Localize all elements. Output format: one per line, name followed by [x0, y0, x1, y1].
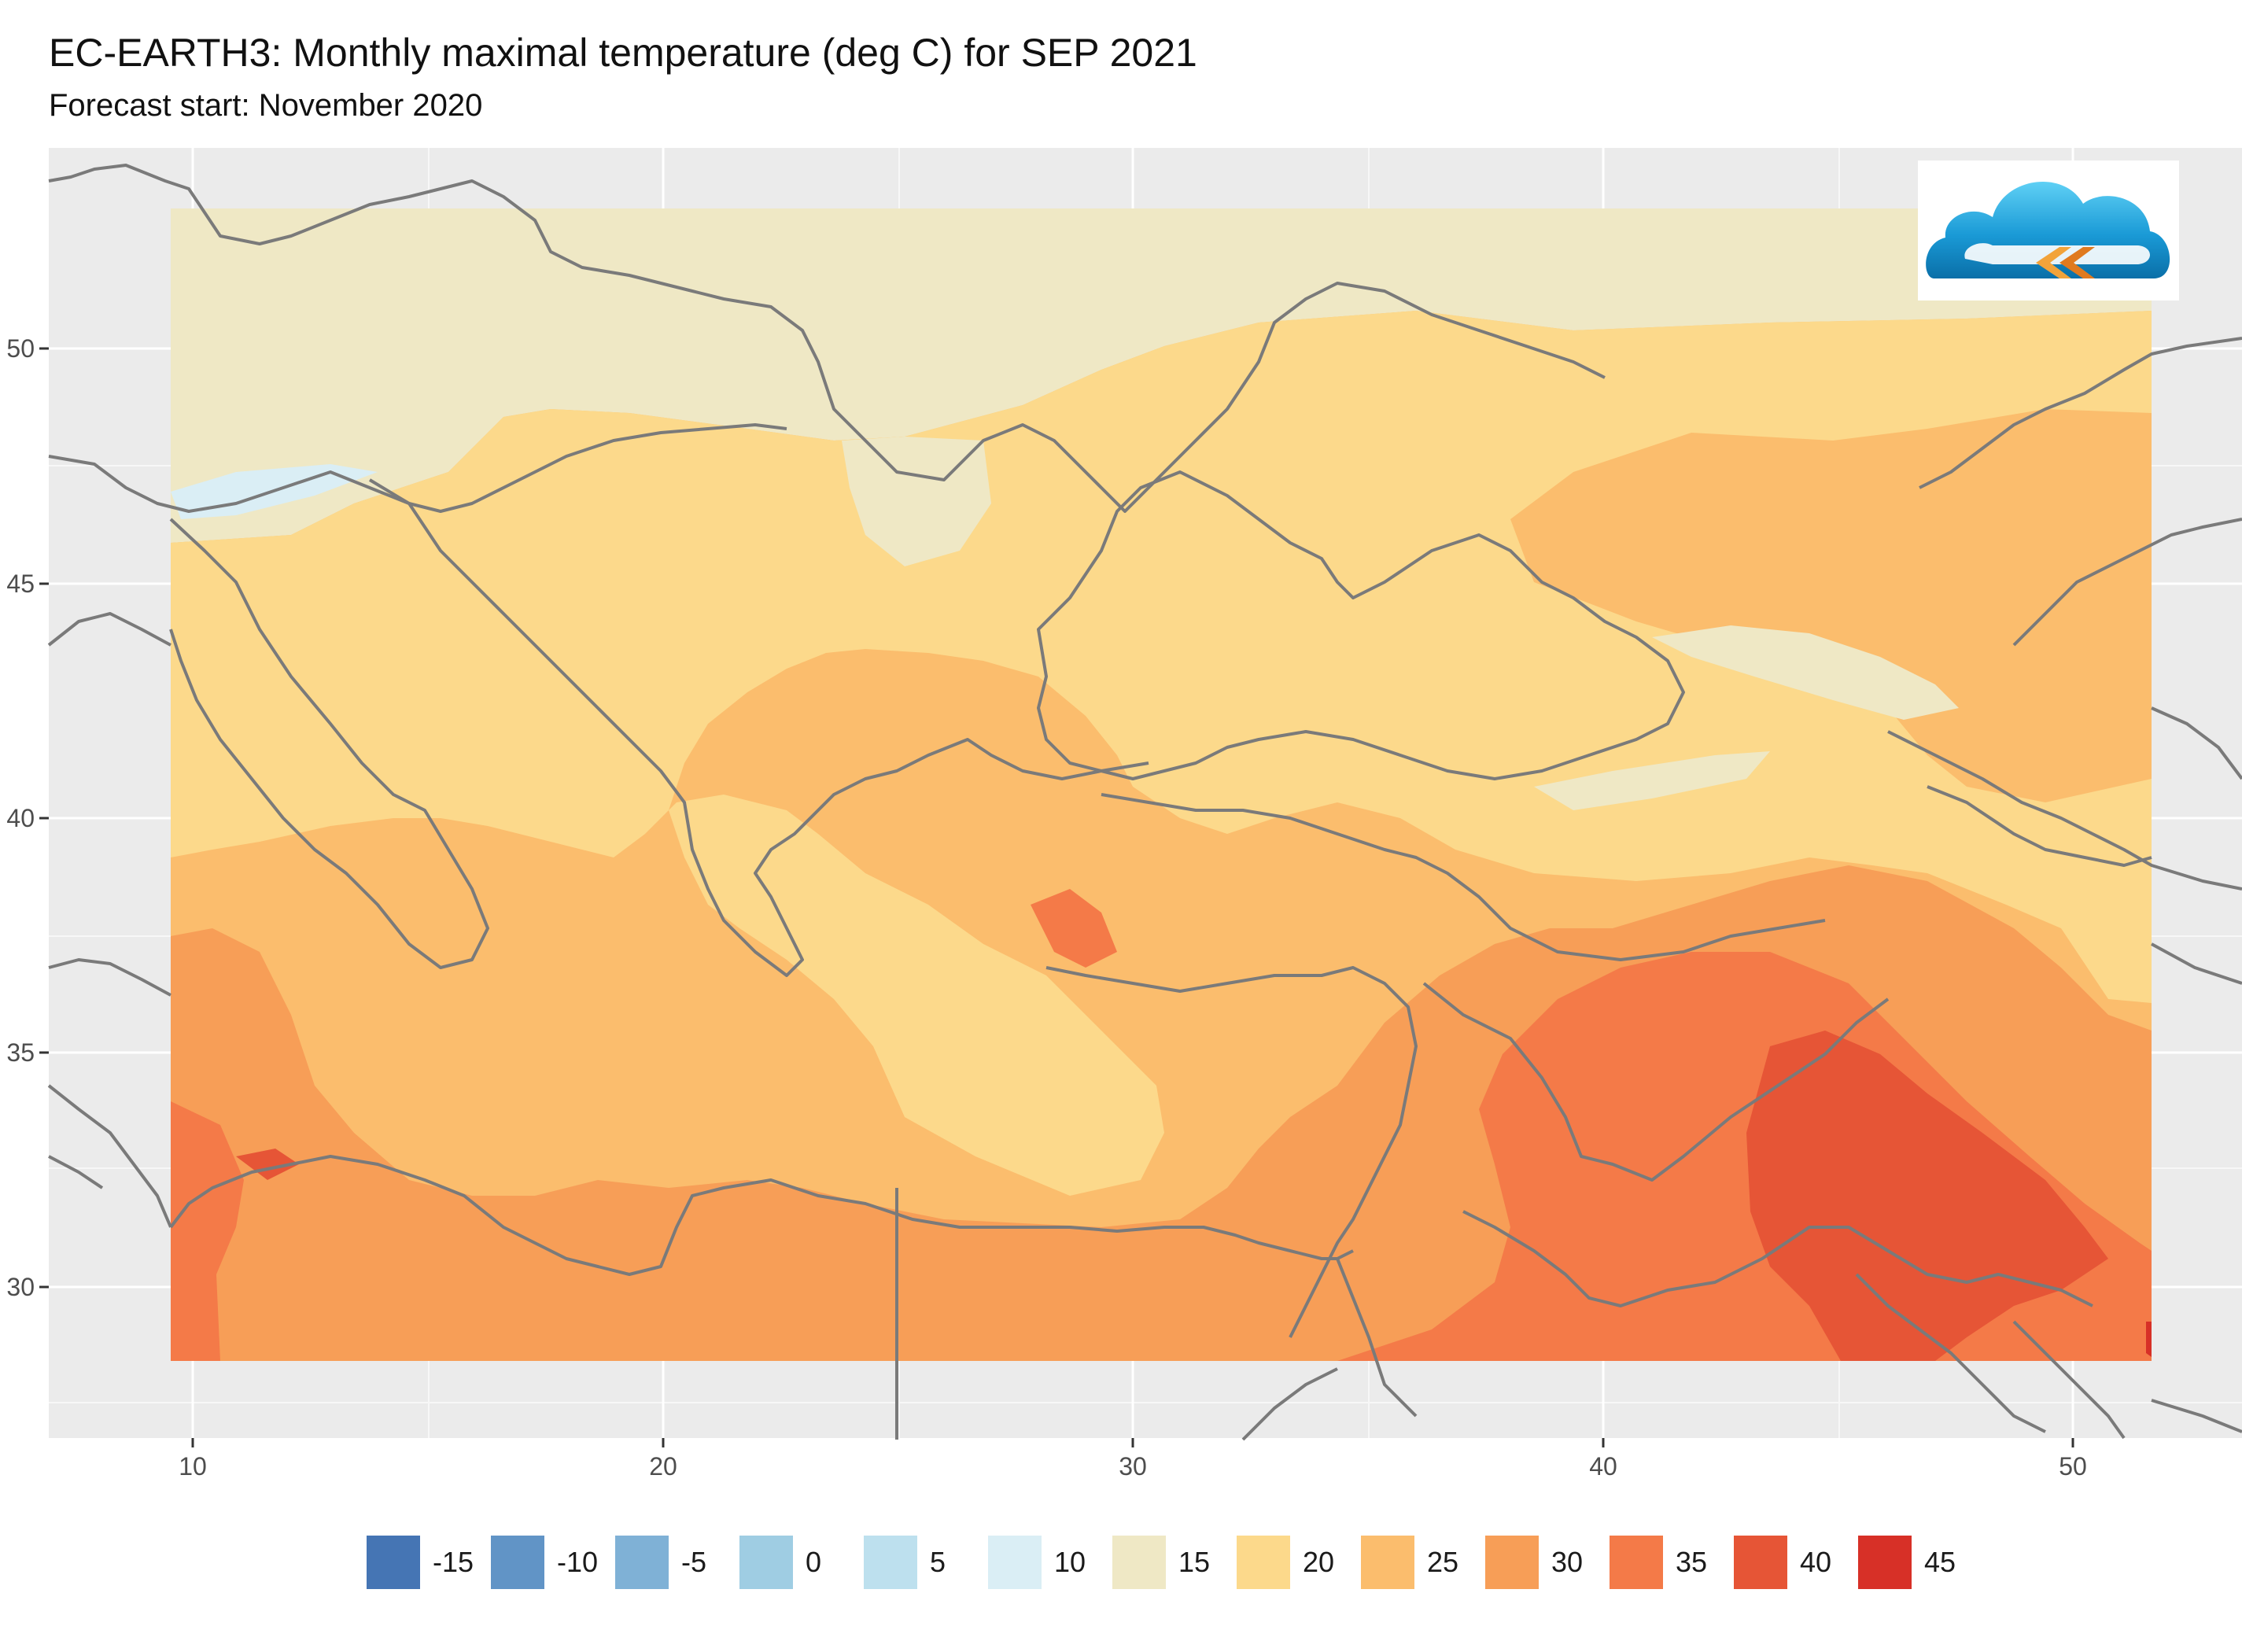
- legend-label: 25: [1427, 1546, 1459, 1578]
- y-axis-labels: 50 45 40 35 30: [6, 334, 35, 1301]
- y-tick-label: 45: [6, 570, 35, 598]
- legend-label: -15: [433, 1546, 474, 1578]
- legend-label: 20: [1303, 1546, 1335, 1578]
- field-band-40b: [236, 1149, 299, 1180]
- x-tick-label: 50: [2059, 1452, 2087, 1481]
- legend-swatch: [988, 1536, 1042, 1589]
- legend-item: 5: [864, 1536, 988, 1589]
- field-band-45: [2146, 1322, 2152, 1357]
- legend-item: 15: [1112, 1536, 1237, 1589]
- field-band-35: [171, 1101, 244, 1361]
- field-band-20: [171, 311, 2152, 1196]
- x-tick-label: 40: [1589, 1452, 1617, 1481]
- legend-label: 45: [1924, 1546, 1956, 1578]
- legend-item: 40: [1734, 1536, 1858, 1589]
- legend-swatch: [1734, 1536, 1787, 1589]
- x-tick-label: 10: [179, 1452, 207, 1481]
- legend-label: -10: [557, 1546, 599, 1578]
- legend-swatch: [739, 1536, 793, 1589]
- legend-swatch: [864, 1536, 917, 1589]
- legend-swatch: [491, 1536, 544, 1589]
- legend: -15 -10 -5 0 5 10 15 20 25 30 35 40 45: [367, 1536, 1982, 1589]
- legend-label: 15: [1178, 1546, 1211, 1578]
- legend-swatch: [1485, 1536, 1539, 1589]
- legend-item: 25: [1361, 1536, 1485, 1589]
- field-band-15: [171, 208, 2152, 543]
- legend-swatch: [1361, 1536, 1414, 1589]
- legend-item: 35: [1610, 1536, 1734, 1589]
- legend-swatch: [615, 1536, 669, 1589]
- legend-item: 10: [988, 1536, 1112, 1589]
- legend-swatch: [1858, 1536, 1912, 1589]
- field-band-15b: [1652, 625, 1959, 720]
- y-tick-label: 50: [6, 334, 35, 363]
- y-tick-label: 30: [6, 1273, 35, 1301]
- field-band-35c: [1031, 889, 1117, 968]
- y-tick-label: 40: [6, 804, 35, 832]
- legend-label: 5: [930, 1546, 946, 1578]
- legend-item: 20: [1237, 1536, 1361, 1589]
- legend-label: 0: [806, 1546, 822, 1578]
- x-tick-label: 30: [1119, 1452, 1147, 1481]
- legend-item: -15: [367, 1536, 491, 1589]
- x-axis-labels: 10 20 30 40 50: [179, 1452, 2087, 1481]
- page-title: EC-EARTH3: Monthly maximal temperature (…: [49, 31, 1197, 75]
- legend-swatch: [1237, 1536, 1290, 1589]
- legend-swatch: [1610, 1536, 1663, 1589]
- legend-item: 0: [739, 1536, 864, 1589]
- legend-item: -5: [615, 1536, 739, 1589]
- temperature-field: [171, 208, 2152, 1361]
- legend-label: 40: [1800, 1546, 1832, 1578]
- x-axis-ticks: [191, 1438, 2074, 1447]
- legend-swatch: [367, 1536, 420, 1589]
- legend-swatch: [1112, 1536, 1166, 1589]
- cloud-logo-icon: [1918, 160, 2179, 301]
- y-tick-label: 35: [6, 1038, 35, 1067]
- legend-label: 10: [1054, 1546, 1086, 1578]
- page-subtitle: Forecast start: November 2020: [49, 88, 483, 123]
- legend-item: 45: [1858, 1536, 1982, 1589]
- legend-item: 30: [1485, 1536, 1610, 1589]
- legend-label: -5: [681, 1546, 707, 1578]
- legend-item: -10: [491, 1536, 615, 1589]
- y-axis-ticks: [39, 347, 49, 1289]
- legend-label: 35: [1676, 1546, 1708, 1578]
- field-band-15c: [1534, 751, 1770, 810]
- x-tick-label: 20: [649, 1452, 677, 1481]
- coastlines-and-borders: [47, 164, 2242, 1441]
- legend-label: 30: [1551, 1546, 1584, 1578]
